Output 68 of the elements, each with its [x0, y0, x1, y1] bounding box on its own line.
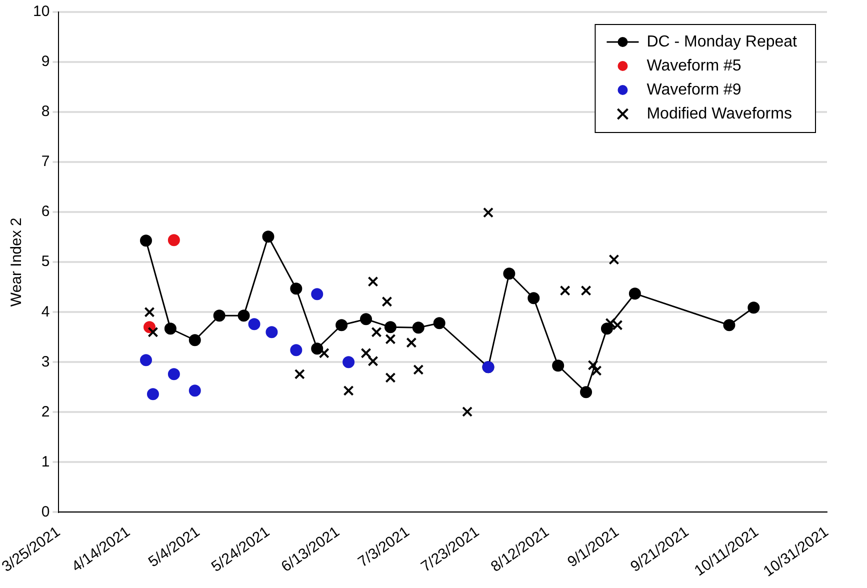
- point: [612, 320, 623, 330]
- point: [748, 302, 760, 314]
- point: [433, 317, 446, 330]
- point: [294, 368, 305, 380]
- point: [483, 207, 494, 218]
- point: [188, 334, 201, 346]
- point: [371, 326, 382, 338]
- y-tick-label: 6: [41, 203, 50, 220]
- point: [723, 319, 736, 332]
- point: [605, 318, 616, 328]
- point: [591, 365, 602, 376]
- point: [528, 292, 540, 304]
- point: [382, 296, 392, 307]
- legend-label: Modified Waveforms: [646, 105, 792, 122]
- point: [213, 310, 226, 322]
- y-tick-label: 9: [41, 53, 50, 70]
- point: [588, 360, 598, 370]
- point: [342, 356, 355, 368]
- point: [368, 356, 378, 366]
- y-tick-label: 10: [32, 3, 50, 20]
- point: [262, 230, 274, 243]
- y-axis-title: Wear Index 2: [8, 218, 26, 307]
- point: [360, 313, 372, 326]
- point: [318, 348, 330, 358]
- point: [336, 319, 348, 332]
- point: [290, 282, 302, 295]
- point: [164, 322, 176, 335]
- point: [412, 322, 424, 334]
- legend-label: Waveform #5: [646, 57, 742, 74]
- y-tick-label: 4: [41, 303, 50, 320]
- point: [146, 388, 159, 400]
- y-tick-label: 7: [41, 153, 50, 170]
- point: [238, 310, 250, 322]
- point: [368, 276, 378, 287]
- point: [406, 337, 417, 348]
- legend-label: Waveform #9: [646, 81, 742, 98]
- point: [503, 268, 516, 280]
- point: [628, 288, 641, 300]
- point: [560, 285, 570, 296]
- point: [385, 372, 396, 383]
- point: [148, 326, 158, 338]
- y-tick-label: 2: [41, 403, 50, 420]
- point: [188, 384, 201, 397]
- point: [343, 385, 354, 396]
- point: [266, 326, 278, 338]
- point: [144, 306, 155, 318]
- point: [384, 321, 396, 334]
- point: [580, 285, 592, 296]
- point: [413, 364, 424, 375]
- point: [462, 406, 473, 417]
- legend-label: DC - Monday Repeat: [646, 33, 798, 50]
- point: [140, 234, 152, 247]
- point: [311, 288, 324, 300]
- point: [608, 254, 620, 265]
- point: [168, 234, 180, 246]
- y-tick-label: 8: [41, 103, 50, 120]
- point: [311, 342, 324, 355]
- point: [360, 348, 372, 358]
- point: [385, 334, 396, 344]
- y-tick-label: 5: [41, 253, 50, 270]
- y-tick-label: 3: [41, 353, 50, 370]
- point: [168, 368, 180, 380]
- point: [140, 354, 152, 366]
- y-tick-label: 1: [41, 453, 50, 470]
- point: [248, 318, 260, 330]
- y-tick-label: 0: [41, 503, 50, 520]
- point: [290, 344, 302, 356]
- point: [580, 386, 592, 398]
